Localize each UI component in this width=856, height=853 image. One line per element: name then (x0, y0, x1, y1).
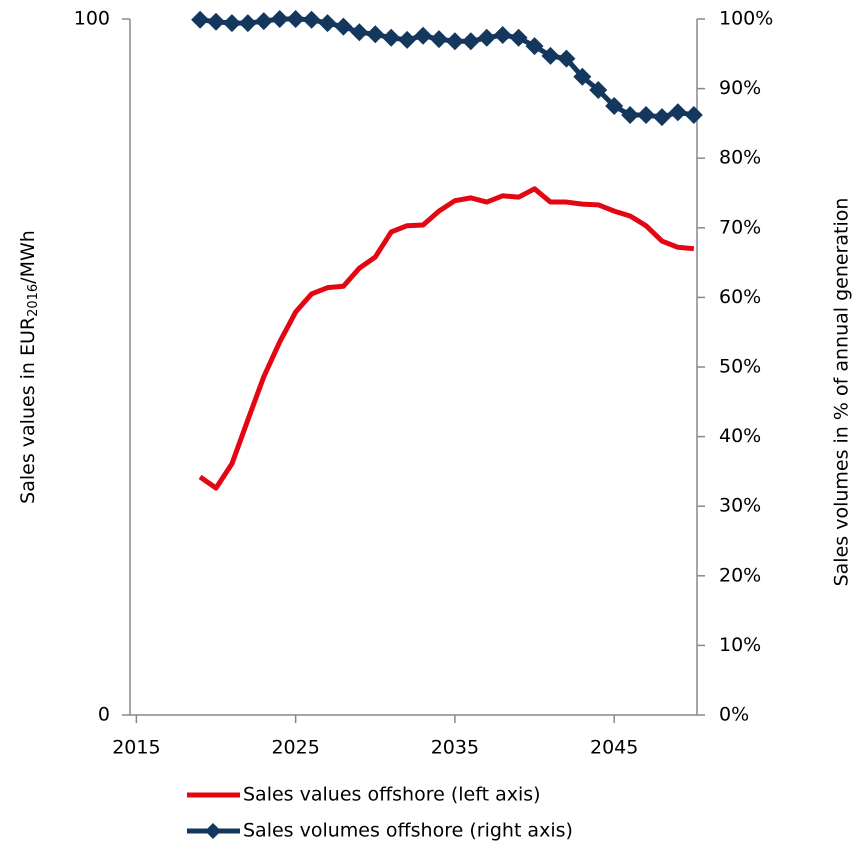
series-marker (573, 67, 592, 86)
y2-tick-label: 90% (719, 77, 761, 99)
series-marker (254, 12, 273, 31)
series-marker (429, 30, 448, 49)
y2-tick-label: 100% (719, 8, 773, 30)
legend-marker (205, 823, 221, 839)
series-marker (621, 106, 640, 125)
series-marker (605, 97, 624, 115)
series-marker (525, 37, 544, 56)
x-tick-label: 2015 (112, 737, 160, 759)
series-marker (207, 12, 226, 31)
series-marker (637, 106, 656, 125)
series-marker (477, 28, 496, 47)
y-label-subscript: 2016 (26, 284, 41, 317)
series-line (198, 186, 695, 491)
y2-tick-label: 20% (719, 564, 761, 586)
y2-tick-label: 50% (719, 356, 761, 378)
y-label-text: Sales values in EUR (17, 317, 39, 504)
y2-tick-label: 0% (719, 704, 749, 726)
series-marker (541, 46, 560, 65)
y2-tick-label: 80% (719, 147, 761, 169)
series-marker (589, 80, 608, 99)
y2-tick-label: 70% (719, 216, 761, 238)
series-marker (684, 106, 703, 125)
series-marker (191, 10, 210, 29)
series-marker (222, 14, 241, 33)
series-marker (668, 103, 687, 122)
y-tick-label: 100 (74, 8, 110, 30)
x-tick-label: 2025 (271, 737, 319, 759)
series-marker (414, 26, 433, 45)
y-axis-label: Sales values in EUR2016/MWh (17, 230, 41, 504)
series-marker (350, 23, 369, 42)
series-marker (238, 14, 257, 33)
y2-tick-label: 60% (719, 286, 761, 308)
series-marker (318, 14, 337, 33)
series-marker (334, 17, 353, 36)
series-marker (398, 30, 417, 49)
series-marker (509, 28, 528, 47)
y2-tick-label: 30% (719, 495, 761, 517)
legend-label: Sales volumes offshore (right axis) (243, 820, 573, 842)
legend-label: Sales values offshore (left axis) (243, 784, 541, 806)
series-line (199, 16, 695, 120)
y-label-text: /MWh (17, 230, 39, 284)
series-marker (557, 49, 576, 68)
x-tick-label: 2035 (431, 737, 479, 759)
series-marker (445, 32, 464, 51)
series-marker (382, 28, 401, 47)
y2-tick-label: 10% (719, 634, 761, 656)
series-marker (366, 25, 385, 44)
series-marker (493, 26, 512, 45)
series-marker (302, 10, 321, 29)
series-marker (652, 108, 671, 127)
y2-tick-label: 40% (719, 425, 761, 447)
x-tick-label: 2045 (590, 737, 638, 759)
series-marker (461, 32, 480, 51)
y-tick-label: 0 (98, 704, 110, 726)
series-marker (286, 10, 305, 28)
series-marker (270, 10, 289, 28)
y2-axis-label: Sales volumes in % of annual generation (831, 198, 853, 587)
